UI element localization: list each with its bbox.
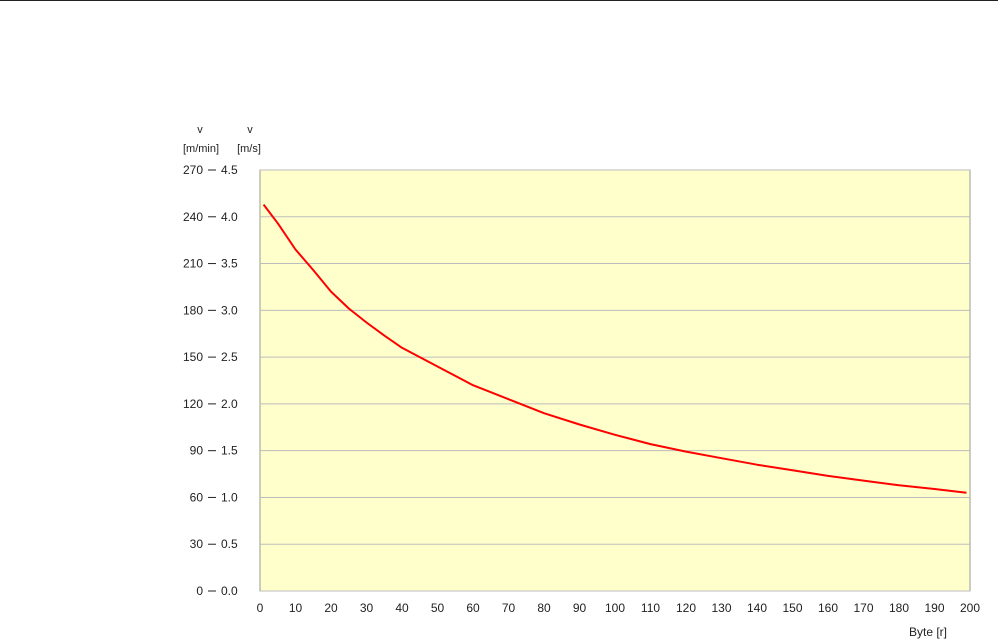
y-left-tick-label: 0 [196,584,203,598]
y-left-tick-label: 90 [190,444,204,458]
x-tick-label: 80 [537,601,551,615]
x-tick-label: 130 [711,601,731,615]
x-tick-label: 100 [605,601,625,615]
x-tick-label: 40 [395,601,409,615]
y-left-tick-label: 180 [183,303,203,317]
x-tick-label: 190 [924,601,944,615]
x-tick-label: 0 [257,601,264,615]
x-tick-label: 150 [782,601,802,615]
y-left-tick-label: 270 [183,163,203,177]
x-tick-label: 70 [502,601,516,615]
x-tick-label: 120 [676,601,696,615]
x-tick-label: 180 [889,601,909,615]
series-group [262,203,967,494]
x-tick-label: 20 [324,601,338,615]
y-left-tick-label: 150 [183,350,203,364]
plot-area [259,169,971,592]
y-axis-ticks: 0 0.0 30 0.5 60 1.0 90 1.5 120 2.0 150 2.5 180 3.0 210… [183,163,238,598]
x-axis-label: Byte [r] [909,625,947,639]
y-right-tick-label: 3.5 [221,257,238,271]
y-right-tick-label: 0.5 [221,537,238,551]
y-right-tick-label: 4.5 [221,163,238,177]
x-tick-label: 30 [360,601,374,615]
y-left-tick-label: 240 [183,210,203,224]
y-left-tick-label: 210 [183,257,203,271]
y-left-tick-label: 60 [190,490,204,504]
y-axis-left-symbol: v [197,124,203,136]
y-axis-right-symbol: v [247,124,253,136]
y-right-tick-label: 3.0 [221,303,238,317]
y-left-tick-label: 30 [190,537,204,551]
y-axis-left-unit: [m/min] [183,143,219,155]
y-right-tick-label: 0.0 [221,584,238,598]
y-axis-right-unit: [m/s] [237,143,261,155]
y-left-tick-label: 120 [183,397,203,411]
x-tick-label: 170 [853,601,873,615]
x-tick-label: 160 [818,601,838,615]
x-tick-label: 10 [289,601,303,615]
x-tick-label: 50 [431,601,445,615]
x-tick-label: 200 [960,601,980,615]
grid-lines [260,169,970,592]
x-tick-label: 60 [466,601,480,615]
y-right-tick-label: 1.5 [221,444,238,458]
x-tick-label: 110 [641,601,660,615]
x-axis-ticks: 0 10 20 30 40 50 60 70 80 90 100 110 120 130 140 150 160… [257,601,981,615]
y-right-tick-label: 2.0 [221,397,238,411]
top-border-line [0,0,998,1]
y-right-tick-label: 1.0 [221,490,238,504]
x-tick-label: 140 [747,601,767,615]
y-right-tick-label: 4.0 [221,210,238,224]
y-right-tick-label: 2.5 [221,350,238,364]
x-tick-label: 90 [573,601,587,615]
series-line [262,203,967,494]
